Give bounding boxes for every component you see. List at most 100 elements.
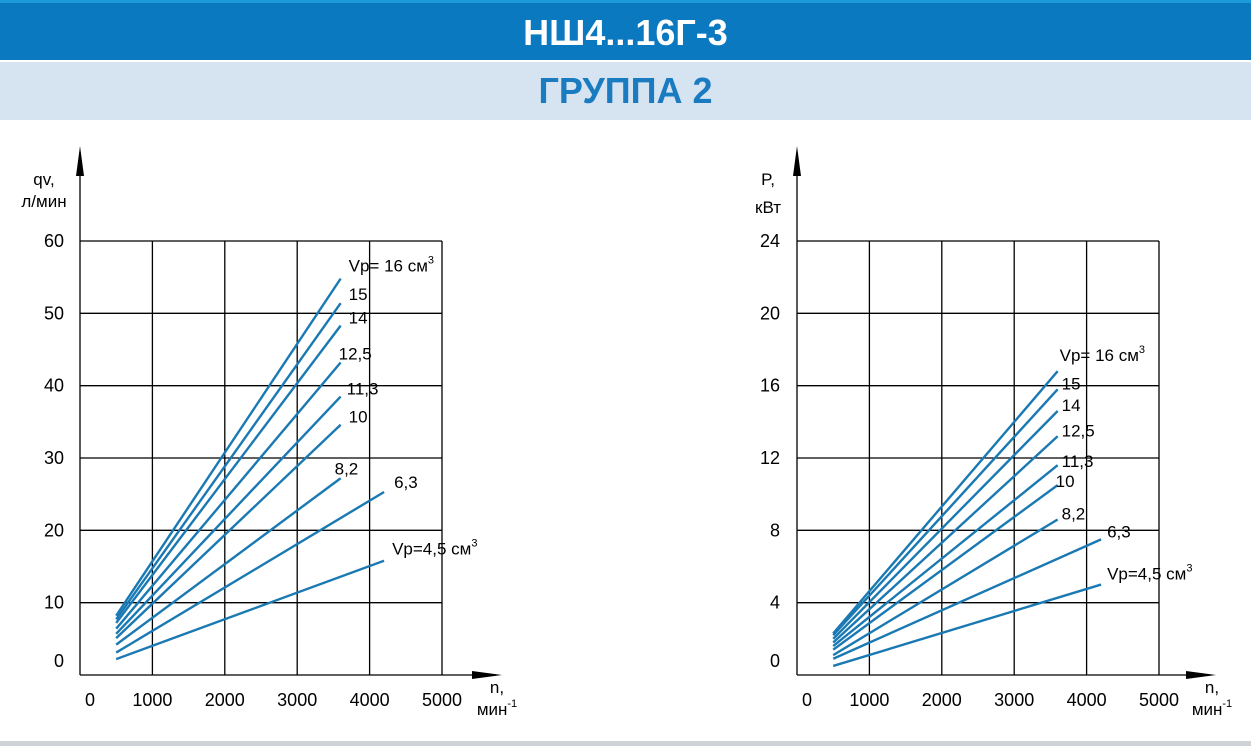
power-x-tick-label: 3000 bbox=[994, 690, 1034, 710]
page-title: НШ4...16Г-3 bbox=[0, 0, 1251, 60]
flow-series-label: 14 bbox=[349, 309, 368, 328]
flow-x-tick-label: 4000 bbox=[350, 690, 390, 710]
flow-x-arrow bbox=[472, 671, 502, 679]
flow-x-tick-label: 2000 bbox=[205, 690, 245, 710]
flow-series-6: 8,2 bbox=[115, 459, 359, 646]
power-axes bbox=[796, 154, 1210, 676]
flow-series-label: 6,3 bbox=[394, 473, 418, 492]
flow-series-3: 12,5 bbox=[115, 345, 372, 630]
power-y-tick-label: 4 bbox=[770, 593, 780, 613]
bottom-divider bbox=[0, 741, 1251, 746]
power-series-label: 11,3 bbox=[1062, 452, 1094, 471]
power-series-8: Vp=4,5 см3 bbox=[832, 563, 1192, 668]
power-y-tick-label: 12 bbox=[760, 448, 780, 468]
flow-series-line bbox=[115, 361, 342, 630]
page-subtitle: ГРУППА 2 bbox=[0, 62, 1251, 120]
power-series-1: 15 bbox=[832, 374, 1081, 637]
flow-y-tick-label: 20 bbox=[44, 520, 64, 540]
power-y-tick-label: 20 bbox=[760, 303, 780, 323]
power-series-label: 8,2 bbox=[1062, 504, 1086, 523]
flow-series-label: 15 bbox=[349, 285, 368, 304]
flow-series-8: Vp=4,5 см3 bbox=[115, 538, 477, 661]
power-series-line bbox=[832, 435, 1059, 644]
flow-x-label: n, bbox=[490, 678, 504, 697]
power-x-tick-label: 4000 bbox=[1067, 690, 1107, 710]
power-series-label: 14 bbox=[1062, 396, 1081, 415]
flow-series-line bbox=[115, 559, 385, 661]
flow-x-tick-label: 0 bbox=[85, 690, 95, 710]
flow-series-label: 11,3 bbox=[347, 380, 379, 399]
power-y-label: P, bbox=[761, 170, 775, 189]
flow-series-line bbox=[115, 395, 342, 635]
power-y-tick-label: 8 bbox=[770, 520, 780, 540]
flow-series-label: Vp= 16 см3 bbox=[349, 255, 434, 276]
flow-y-tick-label: 10 bbox=[44, 593, 64, 613]
power-x-tick-label: 1000 bbox=[849, 690, 889, 710]
power-x-tick-label: 2000 bbox=[922, 690, 962, 710]
power-x-unit: мин-1 bbox=[1192, 698, 1232, 719]
flow-y-tick-label: 30 bbox=[44, 448, 64, 468]
flow-series-line bbox=[115, 324, 342, 624]
power-y-unit: кВт bbox=[755, 198, 781, 217]
power-y-arrow bbox=[793, 146, 801, 176]
flow-series-line bbox=[115, 423, 342, 639]
flow-series-0: Vp= 16 см3 bbox=[115, 255, 434, 617]
power-x-tick-label: 5000 bbox=[1139, 690, 1179, 710]
power-series-label: Vp= 16 см3 bbox=[1060, 344, 1145, 365]
power-series-label: Vp=4,5 см3 bbox=[1107, 563, 1192, 584]
flow-y-tick-label: 40 bbox=[44, 376, 64, 396]
power-series-line bbox=[832, 388, 1059, 637]
flow-series-line bbox=[115, 477, 342, 646]
power-x-tick-label: 0 bbox=[802, 690, 812, 710]
flow-y-tick-label: 50 bbox=[44, 303, 64, 323]
flow-series-7: 6,3 bbox=[115, 473, 418, 654]
flow-series-label: Vp=4,5 см3 bbox=[392, 538, 477, 559]
power-series-line bbox=[832, 583, 1102, 668]
flow-series-5: 10 bbox=[115, 408, 368, 639]
power-series-line bbox=[832, 410, 1059, 640]
power-series-line bbox=[832, 538, 1102, 660]
power-y-tick-label: 24 bbox=[760, 231, 780, 251]
power-series-7: 6,3 bbox=[832, 522, 1131, 660]
flow-series-label: 12,5 bbox=[339, 345, 372, 364]
flow-series-label: 10 bbox=[349, 408, 368, 427]
flow-x-tick-label: 5000 bbox=[422, 690, 462, 710]
power-y-tick-label: 16 bbox=[760, 376, 780, 396]
flow-series-line bbox=[115, 490, 385, 654]
power-series-line bbox=[832, 370, 1059, 635]
power-series-0: Vp= 16 см3 bbox=[832, 344, 1145, 635]
power-x-arrow bbox=[1186, 671, 1216, 679]
flow-y-label: qv, bbox=[33, 170, 54, 189]
flow-axes bbox=[79, 154, 496, 676]
flow-y-tick-label: 0 bbox=[54, 651, 64, 671]
power-x-label: n, bbox=[1205, 678, 1219, 697]
power-series-6: 8,2 bbox=[832, 504, 1086, 657]
flow-series-1: 15 bbox=[115, 285, 368, 620]
flow-x-unit: мин-1 bbox=[477, 698, 517, 719]
flow-series-4: 11,3 bbox=[115, 380, 379, 635]
flow-series-line bbox=[115, 277, 342, 617]
power-series-4: 11,3 bbox=[832, 452, 1094, 648]
power-series-label: 15 bbox=[1062, 374, 1081, 393]
flow-y-arrow bbox=[76, 146, 84, 176]
power-series-2: 14 bbox=[832, 396, 1081, 640]
flow-series-2: 14 bbox=[115, 309, 368, 624]
power-y-tick-label: 0 bbox=[770, 651, 780, 671]
power-series-3: 12,5 bbox=[832, 421, 1095, 644]
power-grid bbox=[797, 240, 1160, 675]
power-series-label: 12,5 bbox=[1062, 421, 1095, 440]
power-series-line bbox=[832, 484, 1059, 651]
power-series-line bbox=[832, 464, 1059, 648]
flow-y-tick-label: 60 bbox=[44, 231, 64, 251]
power-series-line bbox=[832, 518, 1059, 657]
power-series-label: 6,3 bbox=[1107, 522, 1131, 541]
flow-x-tick-label: 1000 bbox=[132, 690, 172, 710]
flow-y-unit: л/мин bbox=[21, 192, 66, 211]
flow-x-tick-label: 3000 bbox=[277, 690, 317, 710]
flow-series-label: 8,2 bbox=[335, 459, 359, 478]
power-series-5: 10 bbox=[832, 472, 1075, 651]
power-series-label: 10 bbox=[1056, 472, 1075, 491]
flow-series-line bbox=[115, 302, 342, 620]
